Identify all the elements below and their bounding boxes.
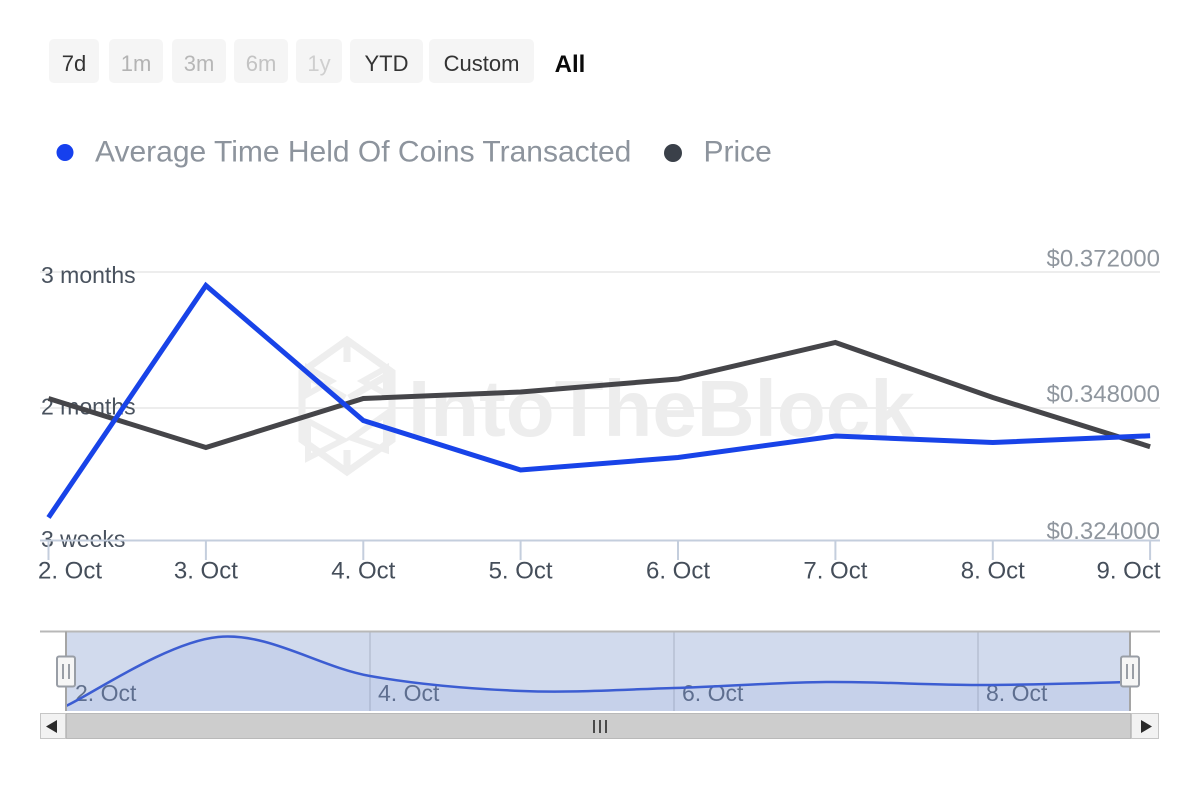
svg-text:6. Oct: 6. Oct xyxy=(646,558,710,585)
svg-text:Price: Price xyxy=(704,136,772,169)
svg-text:7d: 7d xyxy=(62,51,86,76)
svg-text:Custom: Custom xyxy=(444,51,520,76)
svg-text:5. Oct: 5. Oct xyxy=(489,558,553,585)
svg-text:3. Oct: 3. Oct xyxy=(174,558,238,585)
svg-text:$0.372000: $0.372000 xyxy=(1047,246,1160,273)
svg-text:9. Oct: 9. Oct xyxy=(1096,558,1160,585)
svg-text:7. Oct: 7. Oct xyxy=(803,558,867,585)
svg-text:8. Oct: 8. Oct xyxy=(961,558,1025,585)
svg-text:IntoTheBlock: IntoTheBlock xyxy=(408,364,915,453)
svg-text:3 weeks: 3 weeks xyxy=(41,526,125,552)
svg-text:All: All xyxy=(555,51,586,78)
svg-text:$0.348000: $0.348000 xyxy=(1047,381,1160,408)
svg-text:2. Oct: 2. Oct xyxy=(38,558,102,585)
svg-text:Average Time Held Of Coins Tra: Average Time Held Of Coins Transacted xyxy=(95,136,631,169)
svg-text:1m: 1m xyxy=(121,51,152,76)
svg-text:3m: 3m xyxy=(184,51,215,76)
svg-text:3 months: 3 months xyxy=(41,262,136,288)
svg-text:4. Oct: 4. Oct xyxy=(331,558,395,585)
svg-text:6m: 6m xyxy=(246,51,277,76)
svg-text:YTD: YTD xyxy=(365,51,409,76)
svg-text:1y: 1y xyxy=(307,51,330,76)
